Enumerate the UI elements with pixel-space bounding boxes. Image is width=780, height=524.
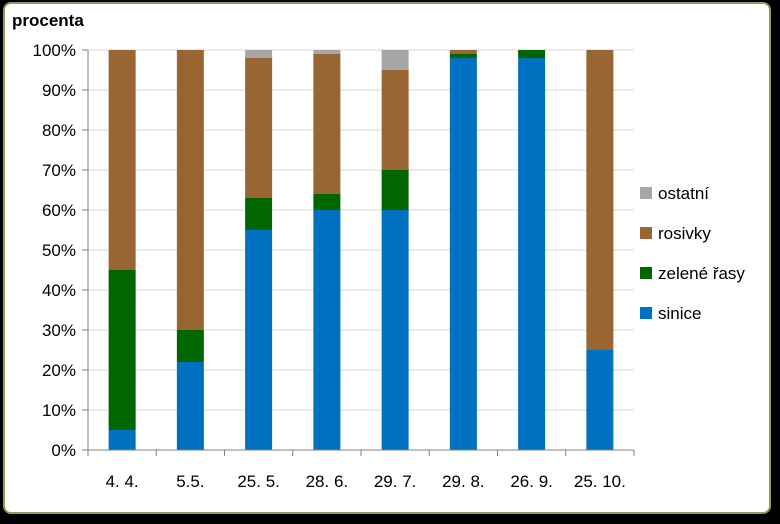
bar-segment-ostatní [313, 50, 341, 54]
y-tick-label: 90% [42, 81, 76, 100]
bar-segment-sinice [586, 350, 614, 450]
legend: ostatní rosivky zelené řasy sinice [640, 184, 745, 323]
y-tick-label: 100% [33, 41, 76, 60]
bar-segment-rosivky [381, 70, 409, 170]
y-tick-label: 70% [42, 161, 76, 180]
bar-segment-rosivky [313, 54, 341, 194]
bar-segment-rosivky [449, 50, 477, 54]
x-tick-labels: 4. 4. 5.5. 25. 5. 28. 6. 29. 7. 29. 8. 26. 9. 2… [106, 472, 626, 491]
bar-segment-zelené-řasy [449, 54, 477, 58]
x-tick-label: 28. 6. [306, 472, 349, 491]
x-tick-label: 25. 10. [574, 472, 626, 491]
bar-segment-sinice [245, 230, 273, 450]
x-tick-label: 29. 8. [442, 472, 485, 491]
bar-segment-zelené-řasy [176, 330, 204, 362]
bar-segment-zelené-řasy [313, 194, 341, 210]
legend-label: zelené řasy [658, 264, 745, 283]
bar-segment-zelené-řasy [245, 198, 273, 230]
bar-segment-ostatní [245, 50, 273, 58]
legend-swatch [640, 227, 652, 239]
bar-segment-sinice [381, 210, 409, 450]
x-tick-label: 4. 4. [106, 472, 139, 491]
y-tick-label: 50% [42, 241, 76, 260]
y-axis-title: procenta [12, 11, 84, 30]
y-tick-label: 30% [42, 321, 76, 340]
gridlines [82, 49, 634, 451]
y-tick-label: 80% [42, 121, 76, 140]
x-tick-label: 5.5. [176, 472, 204, 491]
legend-swatch [640, 267, 652, 279]
y-tick-label: 10% [42, 401, 76, 420]
bar-segment-sinice [518, 58, 546, 450]
y-tick-label: 0% [51, 441, 76, 460]
bar-segment-rosivky [108, 50, 136, 270]
bars [108, 50, 614, 450]
x-tick-label: 26. 9. [510, 472, 553, 491]
axes [87, 50, 635, 456]
y-tick-label: 40% [42, 281, 76, 300]
bar-segment-sinice [449, 58, 477, 450]
bar-segment-sinice [176, 362, 204, 450]
bar-segment-rosivky [245, 58, 273, 198]
y-tick-labels: 0% 10% 20% 30% 40% 50% 60% 70% 80% 90% 100% [33, 41, 76, 460]
legend-label: ostatní [658, 184, 709, 203]
legend-swatch [640, 187, 652, 199]
bar-segment-ostatní [381, 50, 409, 70]
bar-segment-sinice [108, 430, 136, 450]
y-tick-label: 60% [42, 201, 76, 220]
bar-segment-sinice [313, 210, 341, 450]
x-tick-label: 25. 5. [237, 472, 280, 491]
bar-segment-zelené-řasy [518, 50, 546, 58]
bar-segment-rosivky [176, 50, 204, 330]
legend-label: sinice [658, 304, 701, 323]
bar-segment-rosivky [586, 50, 614, 350]
x-tick-label: 29. 7. [374, 472, 417, 491]
bar-segment-zelené-řasy [381, 170, 409, 210]
legend-label: rosivky [658, 224, 711, 243]
bar-segment-zelené-řasy [108, 270, 136, 430]
y-tick-label: 20% [42, 361, 76, 380]
legend-swatch [640, 307, 652, 319]
